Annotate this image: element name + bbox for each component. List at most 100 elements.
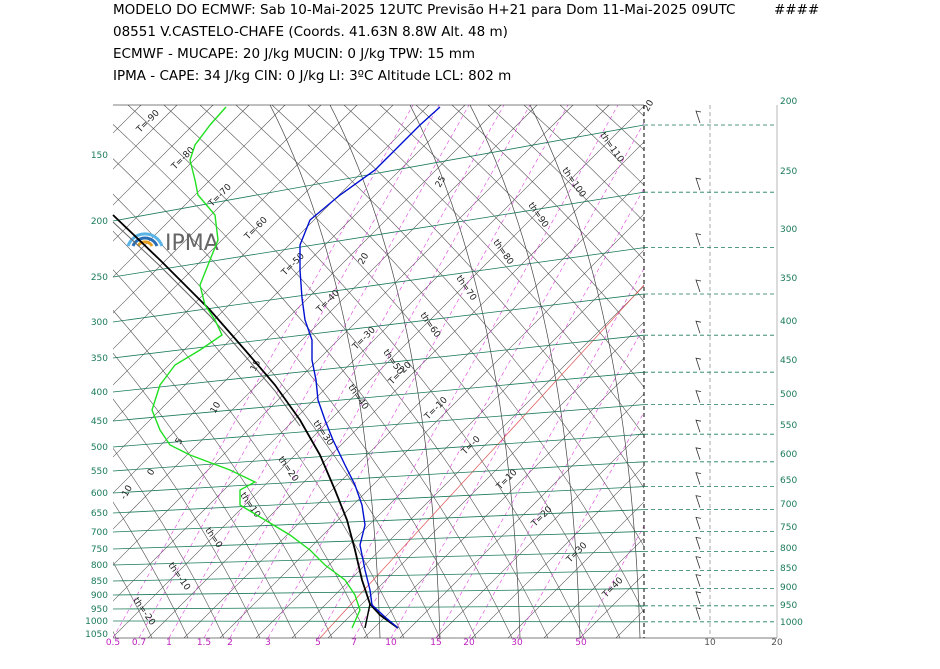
dry-adiabat: [113, 269, 369, 638]
header-line: IPMA - CAPE: 34 J/kg CIN: 0 J/kg LI: 3ºC…: [113, 68, 511, 84]
theta-label: th=50: [381, 348, 406, 377]
plot-area: [0, 105, 940, 638]
mixing-ratio-label: 5: [315, 638, 321, 648]
theta-label: th=60: [418, 311, 443, 340]
left-pressure-label: 250: [91, 273, 108, 283]
moist-adiabat-label: 5: [174, 437, 186, 447]
left-pressure-label: 400: [91, 388, 108, 398]
dry-adiabat: [668, 105, 940, 638]
wind-barb: [695, 110, 702, 124]
isotherm: [507, 501, 644, 638]
left-pressure-label: 850: [91, 577, 108, 587]
dry-adiabat: [848, 105, 940, 638]
dry-adiabat: [163, 105, 585, 638]
dewpoint-curve: [151, 106, 361, 629]
wind-scale-label: 20: [771, 638, 783, 648]
wind-barb: [695, 516, 702, 530]
dry-adiabat: [199, 105, 621, 638]
dry-adiabat: [704, 105, 940, 638]
right-pressure-label: 650: [780, 476, 797, 486]
isobar: [112, 486, 645, 514]
moist-adiabat-label: 25: [434, 175, 448, 190]
isobar: [112, 191, 645, 278]
header-line: ECMWF - MUCAPE: 20 J/kg MUCIN: 0 J/kg TP…: [113, 46, 475, 62]
wind-barb: [695, 279, 702, 293]
dry-adiabat: [451, 105, 644, 301]
mixing-ratio-line: [516, 411, 644, 638]
mixing-ratio-label: 1.5: [197, 638, 211, 648]
mixing-ratio-line: [168, 105, 470, 638]
isobar: [112, 509, 645, 533]
isotherm-label: T=-10: [422, 395, 450, 423]
right-pressure-label: 750: [780, 523, 797, 533]
dry-adiabat: [113, 447, 225, 638]
mixing-ratio-line: [580, 525, 644, 638]
left-pressure-label: 200: [91, 217, 108, 227]
left-pressure-label: 1000: [85, 617, 108, 627]
right-pressure-label: 850: [780, 564, 797, 574]
isotherm: [543, 537, 644, 638]
mixing-ratio-line: [353, 122, 644, 638]
dry-adiabat: [487, 105, 644, 261]
mixing-ratio-line: [267, 105, 569, 638]
moist-adiabat-label: 15: [249, 359, 263, 374]
dry-adiabat: [740, 105, 940, 638]
moist-adiabat: [269, 105, 381, 638]
isotherm-label: T=-90: [134, 108, 162, 136]
isotherm-label: T=-50: [279, 251, 307, 279]
wind-barb: [695, 419, 702, 433]
right-pressure-label: 800: [780, 544, 797, 554]
parcel-curve: [112, 214, 399, 629]
left-pressure-label: 1050: [85, 630, 108, 640]
isotherm: [113, 105, 538, 530]
mixing-ratio-line: [138, 105, 440, 638]
isotherm: [113, 105, 214, 206]
mixing-ratio-label: 50: [575, 638, 587, 648]
mixing-ratio-label: 2: [227, 638, 233, 648]
mixing-ratio-label: 0.5: [106, 638, 120, 648]
mixing-ratio-line: [435, 267, 644, 638]
right-pressure-label: 950: [780, 601, 797, 611]
theta-label: th=100: [560, 166, 588, 200]
isotherm: [113, 105, 502, 494]
dry-adiabat: [113, 501, 189, 638]
isobar: [112, 531, 645, 550]
isotherm: [183, 177, 644, 638]
isotherm: [255, 249, 644, 638]
right-pressure-label: 500: [780, 390, 797, 400]
wind-barb: [695, 177, 702, 191]
left-pressure-label: 550: [91, 467, 108, 477]
wind-barb: [695, 472, 702, 485]
isotherm-label: T=-40: [314, 288, 342, 316]
dry-adiabat: [113, 230, 405, 638]
dry-adiabat: [631, 105, 644, 117]
wind-barb: [695, 233, 702, 246]
moist-adiabat-label: -10: [119, 484, 135, 502]
isotherm: [652, 105, 940, 638]
isotherm: [435, 429, 644, 638]
right-pressure-label: 200: [780, 97, 797, 107]
dry-adiabat: [113, 398, 261, 638]
left-pressure-label: 750: [91, 545, 108, 555]
mixing-ratio-label: 30: [511, 638, 523, 648]
dry-adiabat: [113, 193, 441, 638]
dry-adiabat: [113, 158, 477, 638]
mixing-ratio-line: [113, 105, 414, 638]
isotherm-label: T=10: [494, 468, 519, 493]
right-pressure-label: 350: [780, 274, 797, 284]
isotherm: [0, 105, 69, 638]
wind-barb: [695, 320, 702, 334]
isotherm-label: T=-60: [242, 215, 270, 243]
isotherm: [615, 609, 644, 638]
theta-label: th=90: [526, 201, 551, 230]
right-pressure-label: 450: [780, 356, 797, 366]
wind-barb: [695, 574, 702, 587]
isotherm: [113, 105, 178, 170]
mixing-ratio-label: 0.7: [132, 638, 146, 648]
dry-adiabat: [113, 124, 513, 638]
right-pressure-label: 700: [780, 500, 797, 510]
wind-barb: [695, 607, 702, 620]
right-pressure-label: 900: [780, 583, 797, 593]
isobar: [112, 293, 645, 359]
right-pressure-label: 250: [780, 167, 797, 177]
